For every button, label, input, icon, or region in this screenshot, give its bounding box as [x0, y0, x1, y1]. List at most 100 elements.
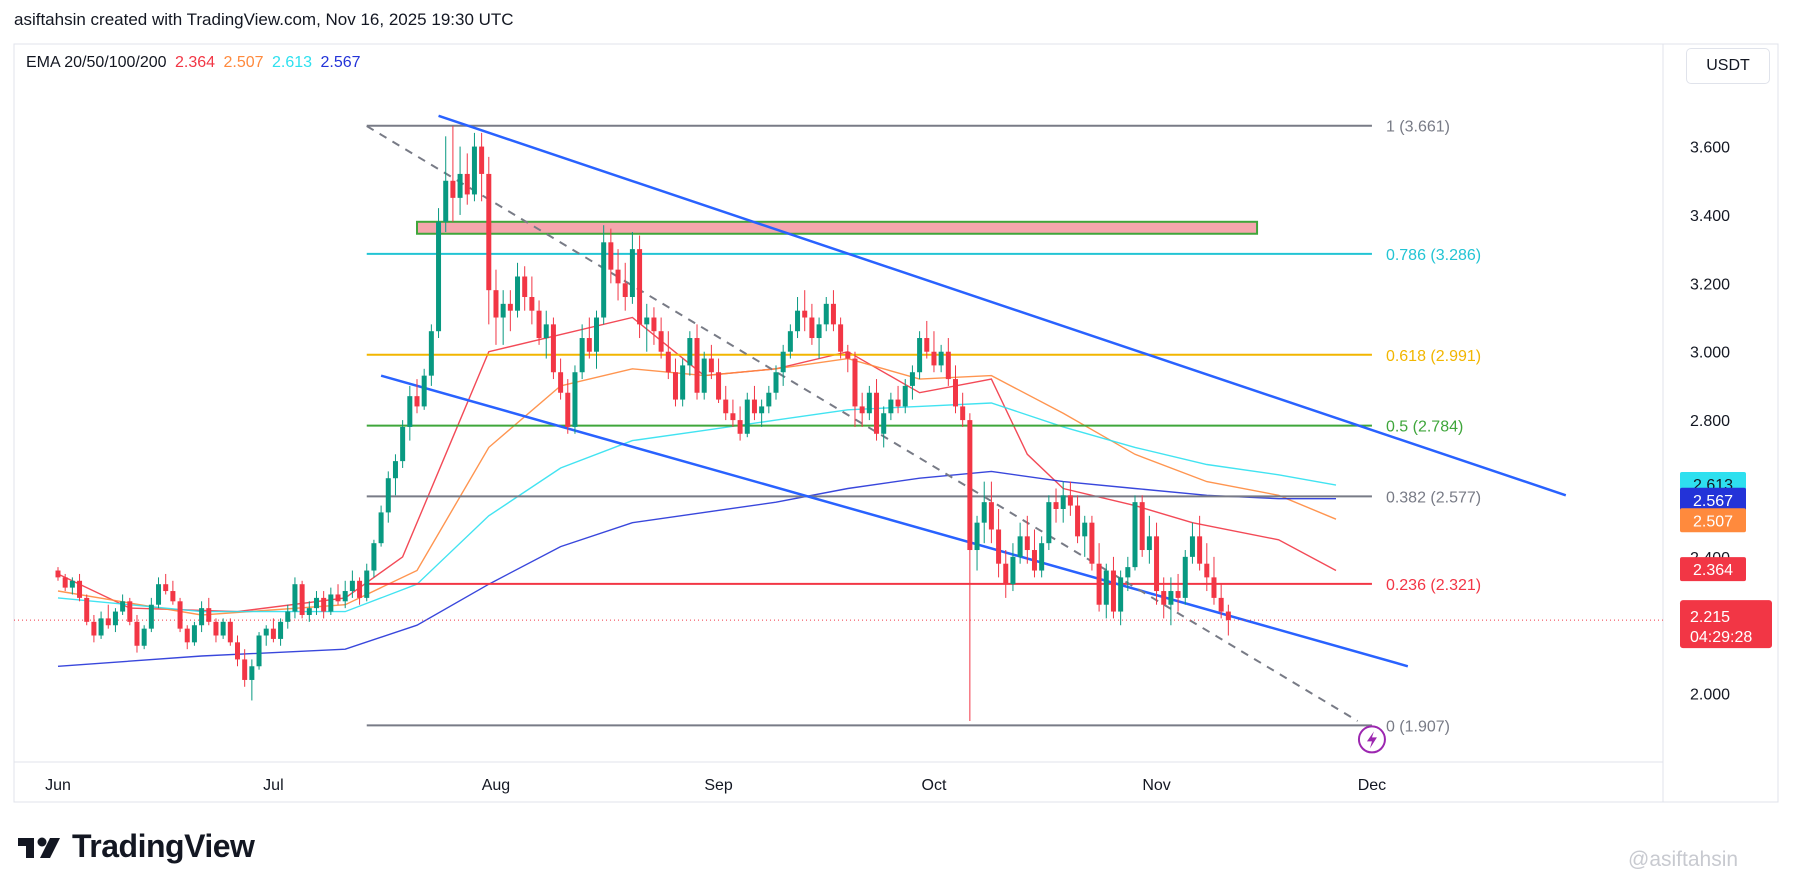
candle-body	[220, 621, 226, 636]
candle-body	[357, 580, 363, 598]
candle-body	[84, 597, 90, 622]
candle-body	[536, 310, 542, 339]
candle-body	[127, 601, 133, 622]
candle-body	[450, 180, 456, 198]
axis-price-badge	[1680, 557, 1746, 582]
candle-body	[55, 570, 61, 578]
candle-body	[378, 512, 384, 544]
x-tick-label: Jun	[45, 777, 71, 794]
author-watermark: @asiftahsin	[1628, 848, 1739, 871]
y-tick-label: 3.600	[1690, 140, 1730, 157]
candle-body	[328, 594, 334, 612]
candle-body	[902, 385, 908, 407]
chart-attribution: asiftahsin created with TradingView.com,…	[14, 10, 514, 29]
candle-body	[1024, 536, 1030, 551]
candle-body	[285, 611, 291, 622]
candle-body	[780, 351, 786, 373]
axis-price-badge-label: 2.364	[1693, 562, 1733, 579]
candle-body	[443, 180, 449, 222]
candle-body	[1053, 502, 1059, 509]
lightning-bolt	[1366, 731, 1377, 749]
candle-body	[543, 324, 549, 339]
candle-body	[414, 396, 420, 407]
candle-body	[737, 420, 743, 434]
candle-body	[694, 338, 700, 393]
candle-body	[1225, 611, 1231, 621]
candle-body	[112, 611, 118, 626]
candle-body	[321, 597, 327, 612]
candle-body	[687, 338, 693, 366]
candle-body	[795, 310, 801, 332]
brand-name: TradingView	[72, 828, 255, 864]
candle-body	[464, 173, 470, 195]
last-price-badge	[1680, 600, 1772, 649]
candle-body	[615, 269, 621, 284]
candle-body	[199, 608, 205, 626]
x-tick-label: Sep	[704, 777, 733, 794]
candle-body	[744, 399, 750, 434]
candle-body	[213, 621, 219, 636]
candle-body	[938, 351, 944, 366]
candle-body	[981, 502, 987, 523]
candle-body	[1046, 502, 1052, 544]
candle-body	[874, 392, 880, 434]
candle-body	[1218, 597, 1224, 612]
candle-body	[565, 392, 571, 427]
axis-price-badge	[1680, 508, 1746, 533]
candle-body	[665, 351, 671, 373]
candle-body	[1003, 563, 1009, 585]
candle-body	[960, 406, 966, 421]
candle-body	[1010, 556, 1016, 585]
candle-body	[457, 173, 463, 198]
candle-body	[845, 351, 851, 359]
candle-body	[716, 372, 722, 400]
candle-body	[1060, 495, 1066, 509]
ema50-value: 2.507	[223, 54, 264, 71]
candle-body	[1182, 556, 1188, 598]
candle-body	[1110, 570, 1116, 612]
candle-body	[407, 396, 413, 427]
candle-body	[680, 365, 686, 400]
last-price-value: 2.215	[1690, 609, 1730, 626]
candle-body	[227, 621, 233, 643]
candle-body	[830, 303, 836, 325]
candle-body	[622, 283, 628, 298]
candle-body	[838, 324, 844, 352]
candle-body	[658, 331, 664, 352]
candle-body	[1082, 522, 1088, 537]
candle-body	[644, 317, 650, 325]
candle-body	[515, 276, 521, 311]
candle-body	[866, 392, 872, 414]
candle-body	[708, 358, 714, 373]
candle-body	[421, 375, 427, 407]
candle-body	[1139, 502, 1145, 551]
fib-level-label: 0.382 (2.577)	[1386, 489, 1481, 506]
candle-body	[608, 242, 614, 270]
candle-body	[586, 338, 592, 352]
x-tick-label: Jul	[263, 777, 283, 794]
candle-body	[996, 529, 1002, 564]
candle-body	[802, 310, 808, 318]
fib-level-label: 0.5 (2.784)	[1386, 419, 1463, 436]
candle-body	[629, 249, 635, 298]
candle-body	[486, 173, 492, 291]
candle-body	[809, 317, 815, 339]
candle-body	[385, 478, 391, 513]
candle-body	[773, 372, 779, 393]
candle-body	[1204, 563, 1210, 578]
candle-body	[270, 628, 276, 639]
fib-level-label: 0.786 (3.286)	[1386, 247, 1481, 264]
candle-body	[184, 628, 190, 643]
candle-body	[1189, 536, 1195, 557]
ema-legend[interactable]: EMA 20/50/100/200 2.364 2.507 2.613 2.56…	[26, 54, 365, 72]
candle-body	[163, 584, 169, 592]
candle-body	[967, 420, 973, 551]
candle-body	[342, 591, 348, 602]
candle-body	[299, 584, 305, 615]
brand-logo[interactable]: TradingView	[16, 828, 255, 865]
candle-body	[428, 331, 434, 376]
ema200-value: 2.567	[320, 54, 361, 71]
x-tick-label: Nov	[1142, 777, 1170, 794]
currency-unit-button[interactable]: USDT	[1686, 48, 1770, 84]
